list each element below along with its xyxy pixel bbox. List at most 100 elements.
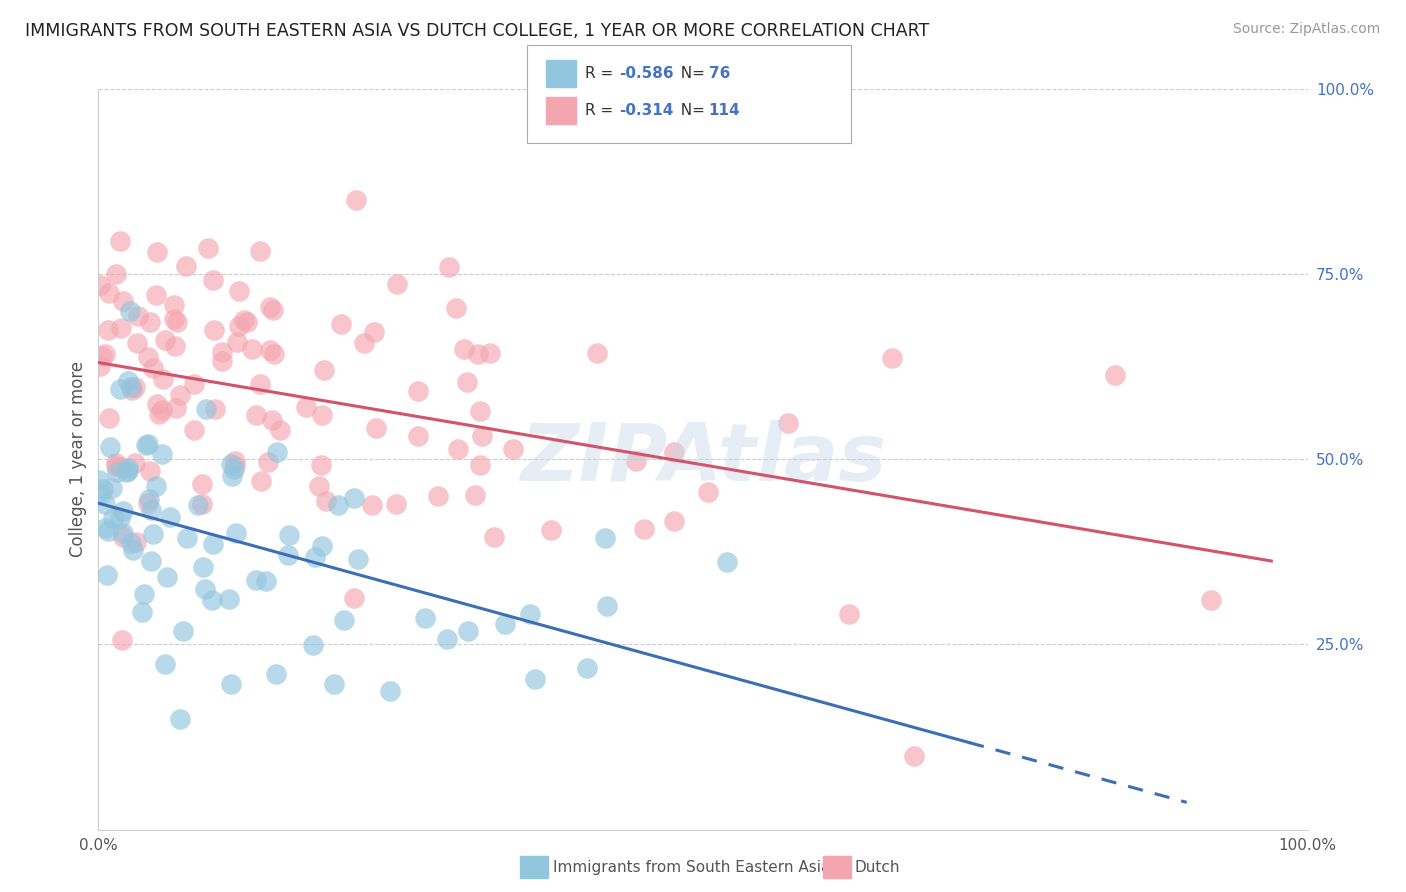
Text: N=: N=: [671, 103, 710, 118]
Text: Immigrants from South Eastern Asia: Immigrants from South Eastern Asia: [553, 860, 830, 874]
Point: [311, 539, 333, 553]
Point: [96, 567, 118, 582]
Point: [211, 354, 233, 368]
Point: [406, 384, 429, 399]
Point: [125, 535, 148, 549]
Point: [380, 683, 402, 698]
Text: IMMIGRANTS FROM SOUTH EASTERN ASIA VS DUTCH COLLEGE, 1 YEAR OR MORE CORRELATION : IMMIGRANTS FROM SOUTH EASTERN ASIA VS DU…: [25, 22, 929, 40]
Point: [778, 416, 800, 430]
Point: [94, 497, 117, 511]
Point: [93, 482, 115, 496]
Point: [278, 528, 301, 542]
Point: [228, 318, 250, 333]
Point: [250, 474, 273, 488]
Point: [146, 397, 169, 411]
Point: [124, 456, 146, 470]
Point: [266, 666, 288, 681]
Point: [152, 447, 174, 461]
Text: -0.314: -0.314: [619, 103, 673, 118]
Point: [105, 458, 128, 473]
Point: [384, 498, 406, 512]
Point: [576, 661, 599, 675]
Point: [716, 555, 738, 569]
Point: [135, 438, 157, 452]
Point: [1104, 368, 1126, 382]
Point: [363, 325, 385, 339]
Point: [142, 360, 165, 375]
Point: [439, 260, 461, 274]
Point: [343, 591, 366, 606]
Point: [315, 494, 337, 508]
Point: [110, 382, 132, 396]
Point: [111, 293, 134, 308]
Point: [139, 554, 162, 568]
Point: [136, 350, 159, 364]
Point: [134, 587, 156, 601]
Point: [172, 624, 194, 639]
Point: [176, 531, 198, 545]
Point: [312, 363, 335, 377]
Point: [219, 457, 242, 471]
Point: [139, 315, 162, 329]
Y-axis label: College, 1 year or more: College, 1 year or more: [69, 361, 87, 558]
Point: [139, 503, 162, 517]
Point: [159, 510, 181, 524]
Point: [97, 286, 120, 301]
Point: [110, 321, 132, 335]
Point: [245, 573, 267, 587]
Point: [233, 313, 256, 327]
Point: [524, 672, 547, 686]
Point: [120, 304, 142, 318]
Point: [204, 401, 226, 416]
Point: [624, 453, 647, 467]
Point: [105, 267, 128, 281]
Point: [90, 349, 112, 363]
Text: -0.586: -0.586: [619, 66, 673, 80]
Point: [277, 548, 299, 562]
Point: [242, 342, 264, 356]
Point: [98, 440, 121, 454]
Text: Dutch: Dutch: [855, 860, 900, 874]
Point: [311, 409, 333, 423]
Point: [110, 511, 132, 525]
Point: [470, 403, 492, 417]
Point: [633, 522, 655, 536]
Point: [150, 403, 173, 417]
Point: [165, 339, 187, 353]
Point: [97, 524, 120, 539]
Point: [308, 478, 330, 492]
Point: [330, 317, 353, 331]
Point: [263, 347, 285, 361]
Point: [221, 469, 243, 483]
Point: [224, 459, 246, 474]
Point: [882, 351, 904, 365]
Point: [194, 582, 217, 597]
Point: [332, 613, 354, 627]
Point: [124, 380, 146, 394]
Point: [166, 315, 188, 329]
Point: [453, 343, 475, 357]
Point: [468, 458, 491, 472]
Point: [249, 377, 271, 392]
Point: [89, 277, 111, 292]
Point: [1199, 592, 1222, 607]
Point: [457, 624, 479, 639]
Point: [259, 301, 281, 315]
Point: [494, 617, 516, 632]
Point: [183, 423, 205, 437]
Point: [142, 527, 165, 541]
Point: [343, 491, 366, 506]
Point: [121, 383, 143, 397]
Point: [117, 374, 139, 388]
Point: [218, 591, 240, 606]
Point: [148, 408, 170, 422]
Text: R =: R =: [585, 66, 619, 80]
Point: [408, 428, 430, 442]
Point: [104, 456, 127, 470]
Point: [190, 497, 212, 511]
Point: [427, 489, 450, 503]
Point: [228, 284, 250, 298]
Point: [696, 484, 718, 499]
Point: [90, 486, 112, 500]
Point: [361, 499, 384, 513]
